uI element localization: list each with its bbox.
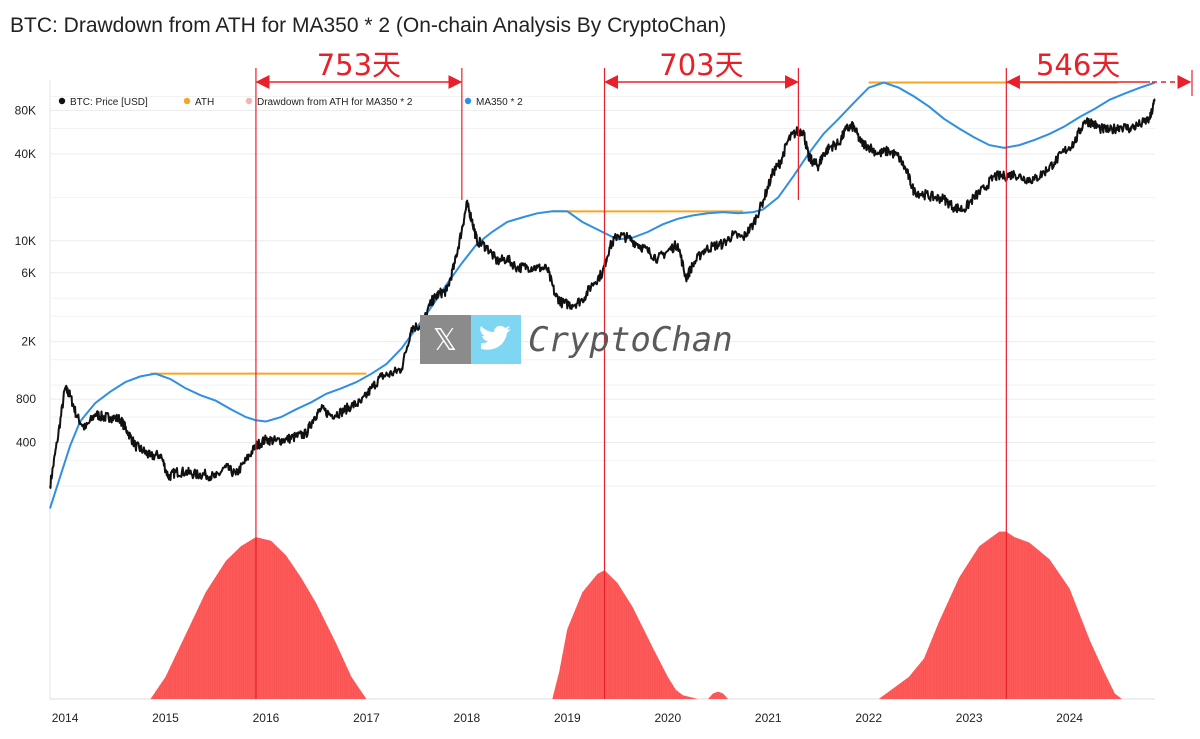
legend-label: MA350 * 2 (476, 97, 523, 108)
x-tick-label: 2022 (855, 711, 882, 725)
span-label: 546天 (1036, 48, 1120, 82)
legend-label: BTC: Price [USD] (70, 97, 148, 108)
x-tick-label: 2021 (755, 711, 782, 725)
cycle-marker-layer (255, 68, 1193, 699)
legend-marker (58, 97, 66, 105)
legend-label: Drawdown from ATH for MA350 * 2 (257, 97, 413, 108)
legend-item: BTC: Price [USD] (58, 97, 148, 108)
drawdown-area-layer (150, 531, 1122, 699)
y-tick-label: 40K (15, 147, 36, 161)
x-tick-label: 2020 (654, 711, 681, 725)
legend-label: ATH (195, 97, 214, 108)
drawdown-area (150, 531, 1122, 699)
x-axis: 2014 2015 2016 2017 2018 2019 2020 2021 2022 2023… (52, 711, 1084, 725)
ma350-line (49, 81, 1156, 509)
x-tick-label: 2019 (554, 711, 581, 725)
twitter-bird-icon (480, 325, 511, 350)
x-tick-label: 2015 (152, 711, 179, 725)
legend-item: Drawdown from ATH for MA350 * 2 (245, 97, 413, 108)
y-tick-label: 10K (15, 234, 36, 248)
x-tick-label: 2014 (52, 711, 79, 725)
legend-item: ATH (183, 97, 214, 108)
y-tick-label: 2K (21, 335, 36, 349)
legend-marker (464, 97, 472, 105)
x-logo-box (420, 315, 471, 364)
y-axis: 400 800 2K 6K 10K 40K 80K (15, 103, 37, 449)
x-tick-label: 2016 (253, 711, 280, 725)
series-layer (49, 81, 1156, 509)
legend-marker (183, 97, 191, 105)
span-label: 753天 (317, 48, 401, 82)
y-tick-label: 80K (15, 103, 36, 117)
legend-marker (245, 97, 253, 105)
legend-item: MA350 * 2 (464, 97, 523, 108)
chart-title: BTC: Drawdown from ATH for MA350 * 2 (On… (10, 14, 727, 37)
watermark: 𝕏 CryptoChan (420, 315, 733, 364)
x-tick-label: 2023 (956, 711, 983, 725)
x-logo-icon: 𝕏 (433, 323, 457, 358)
annotation-layer: 753天 703天 546天 (255, 48, 1192, 89)
btc-price-line (49, 98, 1156, 489)
watermark-text: CryptoChan (528, 320, 733, 360)
y-tick-label: 400 (16, 436, 36, 450)
span-label: 703天 (659, 48, 743, 82)
y-tick-label: 6K (21, 266, 36, 280)
y-tick-label: 800 (16, 392, 36, 406)
legend: BTC: Price [USD] ATH Drawdown from ATH for… (58, 97, 523, 108)
x-tick-label: 2024 (1056, 711, 1083, 725)
x-tick-label: 2017 (353, 711, 380, 725)
x-tick-label: 2018 (454, 711, 481, 725)
grid-layer (49, 80, 1155, 700)
